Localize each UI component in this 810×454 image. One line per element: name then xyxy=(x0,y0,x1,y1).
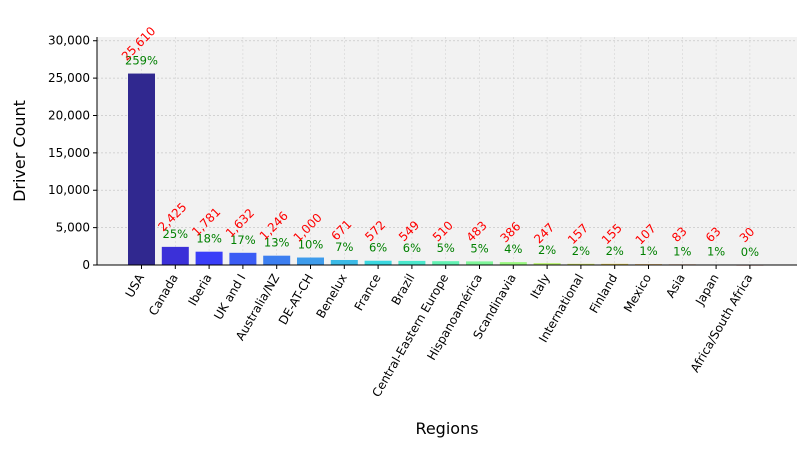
percent-label: 25% xyxy=(163,227,189,241)
percent-label: 10% xyxy=(298,238,324,252)
bar xyxy=(432,261,460,265)
x-tick-label: France xyxy=(352,272,384,314)
bar xyxy=(195,251,223,265)
percent-label: 259% xyxy=(125,54,158,68)
x-tick-label: Asia xyxy=(663,272,688,301)
bar xyxy=(263,255,291,265)
y-ticks: 0 5,000 10,000 15,000 20,000 25,000 30,000 xyxy=(48,34,97,272)
percent-label: 18% xyxy=(196,232,222,246)
axes xyxy=(96,37,797,266)
bar xyxy=(533,263,561,265)
x-tick-label: Canada xyxy=(146,272,181,319)
x-tick-label: Benelux xyxy=(313,272,349,321)
y-tick-label: 5,000 xyxy=(56,221,90,235)
percent-label: 1% xyxy=(707,245,725,259)
bar xyxy=(161,246,189,265)
percent-label: 13% xyxy=(264,236,290,250)
percent-label: 0% xyxy=(741,245,759,259)
x-tick-label: DE-AT-CH xyxy=(276,272,316,328)
bar xyxy=(128,73,155,266)
y-tick-label: 10,000 xyxy=(48,183,90,197)
y-axis-title: Driver Count xyxy=(10,100,29,202)
plot-area xyxy=(97,37,797,265)
bar xyxy=(466,261,493,265)
x-axis-title: Regions xyxy=(415,419,478,438)
percent-label: 1% xyxy=(639,244,657,258)
percent-label: 7% xyxy=(335,240,353,254)
y-tick-label: 20,000 xyxy=(48,108,90,122)
grid-lines xyxy=(97,37,797,266)
x-tick-label: Africa/South Africa xyxy=(688,272,756,375)
percent-label: 2% xyxy=(538,243,556,257)
x-tick-label: USA xyxy=(123,271,148,300)
x-tick-label: Japan xyxy=(692,272,721,309)
bar xyxy=(297,257,324,265)
x-tick-label: Brazil xyxy=(389,272,418,308)
percent-label: 17% xyxy=(230,233,256,247)
bar xyxy=(364,260,392,265)
y-tick-label: 0 xyxy=(82,258,90,272)
percent-label: 4% xyxy=(504,242,522,256)
bar xyxy=(229,252,257,265)
x-tick-label: UK and I xyxy=(211,272,248,323)
percent-label: 6% xyxy=(369,241,387,255)
x-tick-label: Iberia xyxy=(185,272,214,309)
percent-label: 2% xyxy=(572,244,590,258)
percent-label: 5% xyxy=(470,241,488,255)
percent-label: 2% xyxy=(606,244,624,258)
y-tick-label: 25,000 xyxy=(48,71,90,85)
y-tick-label: 30,000 xyxy=(48,34,90,48)
bar xyxy=(398,260,426,265)
x-tick-label: Italy xyxy=(528,272,553,302)
bar xyxy=(499,262,527,265)
x-tick-label: Finland xyxy=(587,272,621,316)
percent-label: 5% xyxy=(437,241,455,255)
percent-label: 6% xyxy=(403,241,421,255)
percent-label: 1% xyxy=(673,244,691,258)
y-tick-label: 15,000 xyxy=(48,146,90,160)
x-tick-label: Mexico xyxy=(621,272,654,315)
bar xyxy=(601,263,629,265)
bar xyxy=(330,259,358,265)
bar xyxy=(567,263,595,265)
